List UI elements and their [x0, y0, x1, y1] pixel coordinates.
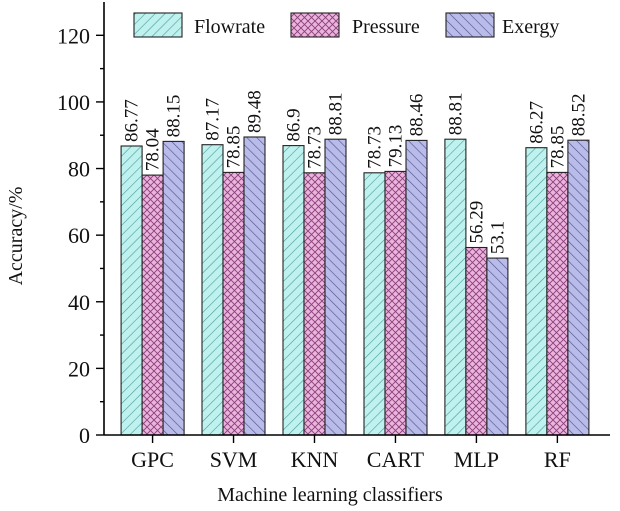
bar-pressure-svm: [222, 171, 245, 436]
x-tick-label-mlp: MLP: [454, 447, 499, 472]
bar-flowrate-rf: [525, 147, 548, 436]
legend-swatch-flowrate: [133, 12, 183, 38]
x-tick-label-gpc: GPC: [131, 447, 174, 472]
data-label-exergy-svm: 89.48: [245, 90, 266, 133]
legend-label-exergy: Exergy: [502, 16, 559, 38]
data-label-flowrate-gpc: 86.77: [122, 99, 143, 142]
data-label-pressure-mlp: 56.29: [466, 201, 487, 244]
x-axis: GPC SVM KNN CART MLP RF: [104, 434, 610, 472]
bar-flowrate-knn: [282, 145, 305, 436]
data-label-pressure-svm: 78.85: [224, 126, 245, 169]
legend-item-exergy: Exergy: [445, 12, 559, 38]
y-axis-title: Accuracy/%: [5, 187, 27, 286]
legend-swatch-exergy: [445, 12, 495, 38]
bar-flowrate-gpc: [120, 145, 143, 436]
data-label-exergy-mlp: 53.1: [487, 221, 508, 254]
legend-label-flowrate: Flowrate: [194, 16, 265, 38]
legend-label-pressure: Pressure: [352, 16, 420, 38]
bar-group-svm: [201, 136, 266, 436]
y-tick-label-60: 60: [68, 223, 90, 248]
data-label-flowrate-mlp: 88.81: [445, 92, 466, 135]
y-axis: 0 20 40 60 80 100 120: [57, 2, 105, 448]
data-label-exergy-cart: 88.46: [407, 94, 428, 137]
bar-flowrate-cart: [363, 172, 386, 436]
x-axis-title: Machine learning classifiers: [217, 484, 443, 506]
bar-exergy-rf: [567, 139, 590, 436]
bar-group-mlp: [444, 138, 509, 436]
data-label-flowrate-cart: 78.73: [365, 126, 386, 169]
bar-exergy-mlp: [486, 257, 509, 436]
data-label-flowrate-rf: 86.27: [526, 101, 547, 144]
data-label-exergy-rf: 88.52: [568, 93, 589, 136]
bar-group-gpc: [120, 140, 185, 436]
bar-group-knn: [282, 138, 347, 436]
bar-group-rf: [525, 139, 590, 436]
legend-item-pressure: Pressure: [290, 12, 420, 38]
y-tick-label-100: 100: [57, 90, 90, 115]
data-label-pressure-cart: 79.13: [386, 125, 407, 168]
y-tick-label-20: 20: [68, 356, 90, 381]
x-tick-label-rf: RF: [544, 447, 571, 472]
x-tick-label-knn: KNN: [291, 447, 339, 472]
bar-group-cart: [363, 139, 428, 436]
bar-flowrate-mlp: [444, 138, 467, 436]
data-label-exergy-knn: 88.81: [326, 92, 347, 135]
data-label-exergy-gpc: 88.15: [164, 95, 185, 138]
legend-swatch-pressure: [290, 12, 340, 38]
x-tick-label-cart: CART: [367, 447, 425, 472]
bar-pressure-mlp: [465, 246, 488, 436]
data-label-pressure-gpc: 78.04: [143, 128, 164, 171]
legend: Flowrate Pressure Exergy: [133, 12, 559, 38]
bar-pressure-rf: [546, 171, 569, 436]
bar-pressure-gpc: [141, 174, 164, 436]
bar-exergy-knn: [324, 138, 347, 436]
bar-exergy-cart: [405, 139, 428, 436]
data-label-flowrate-knn: 86.9: [284, 108, 305, 141]
legend-item-flowrate: Flowrate: [133, 12, 265, 38]
bar-exergy-gpc: [162, 140, 185, 436]
data-label-flowrate-svm: 87.17: [203, 98, 224, 141]
bar-flowrate-svm: [201, 144, 224, 436]
y-tick-label-80: 80: [68, 157, 90, 182]
data-label-pressure-rf: 78.85: [547, 126, 568, 169]
bar-pressure-cart: [384, 170, 407, 436]
y-tick-label-0: 0: [79, 423, 90, 448]
bar-exergy-svm: [243, 136, 266, 436]
bars-layer: [120, 136, 590, 436]
y-tick-label-120: 120: [57, 23, 90, 48]
bar-pressure-knn: [303, 172, 326, 436]
x-tick-label-svm: SVM: [210, 447, 258, 472]
data-label-pressure-knn: 78.73: [305, 126, 326, 169]
y-tick-label-40: 40: [68, 290, 90, 315]
